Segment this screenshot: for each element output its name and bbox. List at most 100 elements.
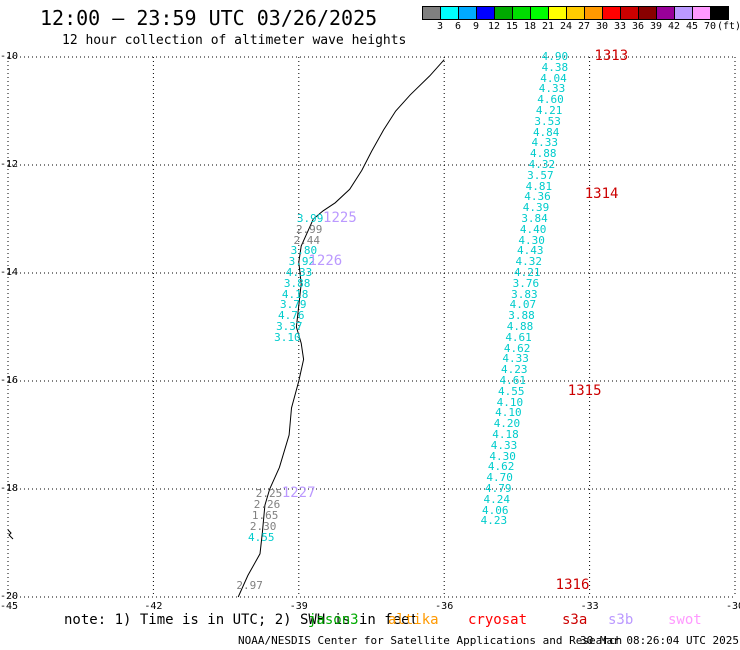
wave-height-value: 4.40: [519, 222, 547, 236]
wave-height-value: 4.33: [538, 82, 566, 96]
longitude-tick-label: -33: [580, 601, 599, 612]
wave-height-value: 4.38: [541, 60, 569, 74]
color-scale-tick-label: 39: [649, 21, 663, 32]
wave-height-value: 4.88: [530, 147, 557, 161]
wave-height-value: 4.39: [522, 201, 550, 215]
latitude-tick-label: -16: [0, 375, 19, 386]
pass-number-label: 1313: [594, 48, 629, 64]
color-scale-tick-label: 27: [577, 21, 591, 32]
wave-height-value: 3.83: [511, 287, 538, 301]
color-scale-tick-label: 12: [487, 21, 501, 32]
wave-height-value: 4.55: [498, 384, 525, 398]
wave-height-value: 4.23: [480, 514, 508, 528]
color-scale-tick-label: 33: [613, 21, 627, 32]
latitude-tick-label: -10: [0, 51, 19, 62]
wave-height-value: 4.24: [483, 492, 511, 506]
color-scale-tick-label: 15: [505, 21, 519, 32]
wave-height-value: 4.84: [532, 125, 560, 139]
wave-height-value: 3.92: [288, 255, 316, 269]
color-scale-tick-label: 18: [523, 21, 537, 32]
latitude-tick-label: -12: [0, 159, 19, 170]
wave-height-value: 3.10: [274, 330, 301, 344]
wave-height-value: 4.10: [495, 406, 522, 420]
pass-number-label: 1314: [584, 185, 619, 202]
wave-height-value: 1.65: [251, 509, 279, 522]
wave-height-value: 2.99: [295, 222, 323, 236]
wave-height-value: 4.62: [503, 341, 531, 355]
wave-height-value: 3.53: [534, 114, 561, 128]
wave-height-value: 4.23: [500, 363, 528, 377]
color-scale-tick-label: 70: [703, 21, 717, 32]
color-scale-tick-label: 30: [595, 21, 609, 32]
satellite-legend-altika: altika: [388, 612, 439, 628]
longitude-tick-label: -30: [725, 601, 740, 612]
color-scale-swatch: [710, 6, 729, 20]
coastline: [237, 59, 445, 598]
latitude-tick-label: -14: [0, 267, 19, 278]
color-scale-bar: [422, 6, 729, 20]
wave-height-value: 4.33: [531, 136, 558, 150]
wave-height-value: 3.84: [521, 212, 548, 225]
color-scale-unit: (ft): [717, 21, 740, 32]
wave-height-value: 2.97: [236, 579, 263, 593]
color-scale-tick-label: 36: [631, 21, 645, 32]
wave-height-value: 3.88: [283, 276, 311, 290]
longitude-tick-label: -36: [435, 601, 454, 612]
wave-height-value: 4.62: [487, 460, 515, 474]
wave-height-value: 2.44: [293, 233, 321, 247]
note-text: note: 1) Time is in UTC; 2) SWH is in fe…: [64, 612, 419, 628]
pass-number-label: 1225: [323, 210, 357, 226]
wave-height-value: 4.21: [514, 266, 541, 279]
wave-height-value: 4.76: [278, 309, 305, 323]
page-subtitle: 12 hour collection of altimeter wave hei…: [62, 33, 407, 48]
wave-height-value: 4.04: [540, 71, 567, 85]
wave-height-value: 2.30: [249, 519, 277, 533]
wave-height-value: 3.76: [512, 276, 540, 290]
footer-generated-time: 30 Mar 08:26:04 UTC 2025: [580, 634, 739, 647]
wave-height-value: 4.61: [499, 374, 527, 387]
color-scale-tick-label: 42: [667, 21, 681, 32]
wave-height-value: 4.20: [493, 417, 521, 431]
longitude-tick-label: -39: [289, 601, 308, 612]
color-scale-tick-label: 24: [559, 21, 573, 32]
latitude-tick-label: -20: [0, 591, 19, 602]
wave-height-value: 4.07: [509, 298, 537, 312]
wave-height-value: 4.55: [247, 530, 275, 544]
satellite-legend-cryosat: cryosat: [468, 612, 528, 628]
wave-height-value: 4.81: [525, 179, 553, 193]
wave-height-value: 2.26: [253, 498, 281, 512]
longitude-tick-label: -45: [0, 601, 19, 612]
color-scale-tick-label: 45: [685, 21, 699, 32]
wave-height-value: 4.33: [502, 352, 529, 366]
satellite-legend-jason3: jason3: [308, 612, 359, 628]
color-scale-tick-label: 9: [472, 21, 480, 32]
wave-height-value: 4.33: [490, 438, 518, 452]
satellite-legend-s3b: s3b: [608, 612, 634, 628]
pass-number-label: 1316: [555, 577, 590, 594]
wave-height-value: 3.57: [527, 168, 554, 182]
wave-height-value: 3.37: [276, 320, 303, 333]
color-scale-tick-label: 3: [436, 21, 444, 32]
wave-height-value: 3.80: [290, 244, 318, 258]
pass-number-label: 1226: [308, 253, 343, 270]
wave-height-value: 4.10: [496, 395, 524, 409]
longitude-tick-label: -42: [144, 601, 163, 612]
wave-height-value: 4.18: [492, 428, 519, 441]
island-outline: [7, 529, 14, 540]
wave-height-value: 4.43: [516, 244, 544, 258]
wave-height-value: 4.30: [518, 233, 545, 247]
wave-height-value: 4.79: [484, 482, 512, 495]
color-scale-tick-label: 21: [541, 21, 555, 32]
footer-credit: NOAA/NESDIS Center for Satellite Applica…: [238, 634, 623, 647]
pass-number-label: 1315: [567, 382, 602, 399]
wave-height-value: 4.32: [515, 255, 543, 269]
wave-height-value: 4.61: [505, 330, 532, 344]
wave-height-value: 4.32: [528, 158, 556, 171]
pass-number-label: 1227: [281, 485, 316, 502]
wave-height-value: 4.30: [489, 449, 516, 463]
wave-height-value: 4.21: [535, 104, 563, 117]
wave-height-value: 4.33: [285, 266, 313, 279]
color-scale-tick-label: 6: [454, 21, 462, 32]
wave-height-value: 4.06: [482, 503, 509, 517]
